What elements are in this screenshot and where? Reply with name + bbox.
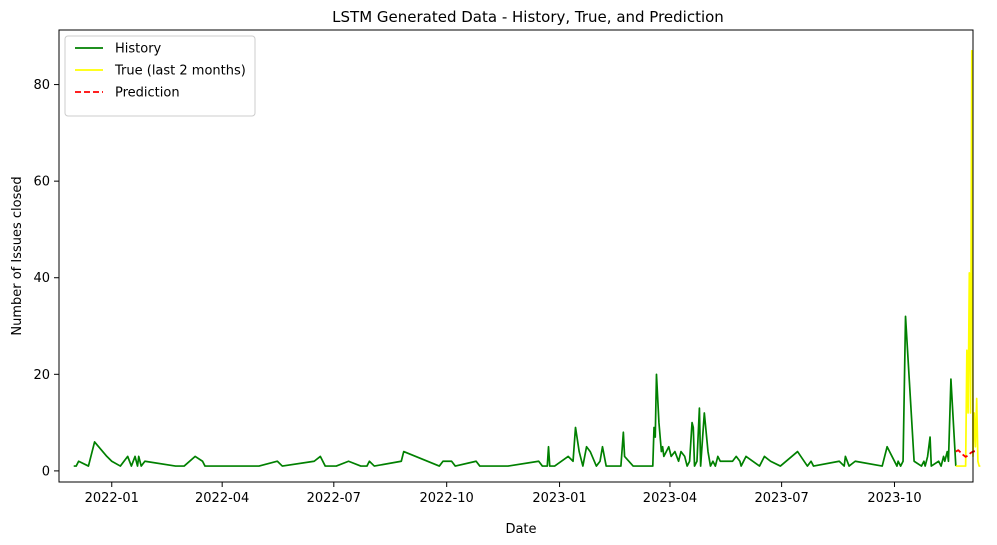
y-tick-label: 20 (33, 368, 50, 383)
y-axis-label: Number of Issues closed (10, 176, 25, 335)
x-tick-label: 2023-07 (754, 491, 808, 506)
series-layer (73, 49, 981, 467)
x-tick-label: 2023-10 (867, 491, 921, 506)
chart-title: LSTM Generated Data - History, True, and… (332, 8, 724, 26)
y-tick-label: 80 (33, 78, 50, 93)
x-tick-label: 2023-01 (532, 491, 586, 506)
axes-border (58, 29, 974, 483)
y-tick-label: 40 (33, 271, 50, 286)
x-tick-label: 2022-01 (85, 491, 139, 506)
legend-box (64, 35, 256, 117)
series-line-true-last-2-months (955, 49, 981, 467)
x-tick-label: 2022-07 (307, 491, 361, 506)
x-axis: 2022-01 2022-04 2022-07 2022-10 2023-01 2023-… (85, 482, 922, 506)
series-line-prediction (955, 449, 979, 458)
x-tick-label: 2022-04 (195, 491, 249, 506)
y-axis: 0 20 40 60 80 (33, 78, 59, 479)
y-tick-label: 60 (33, 175, 50, 190)
legend: History True (last 2 months) Prediction (64, 35, 256, 117)
x-tick-label: 2022-10 (420, 491, 474, 506)
x-axis-label: Date (505, 522, 536, 537)
axes-frame (58, 29, 974, 483)
y-tick-label: 0 (42, 464, 50, 479)
legend-entry: True (last 2 months) (114, 64, 246, 79)
legend-entry: Prediction (115, 86, 180, 101)
x-tick-label: 2023-04 (643, 491, 697, 506)
legend-entry: History (115, 42, 162, 57)
series-line-history (73, 315, 957, 467)
